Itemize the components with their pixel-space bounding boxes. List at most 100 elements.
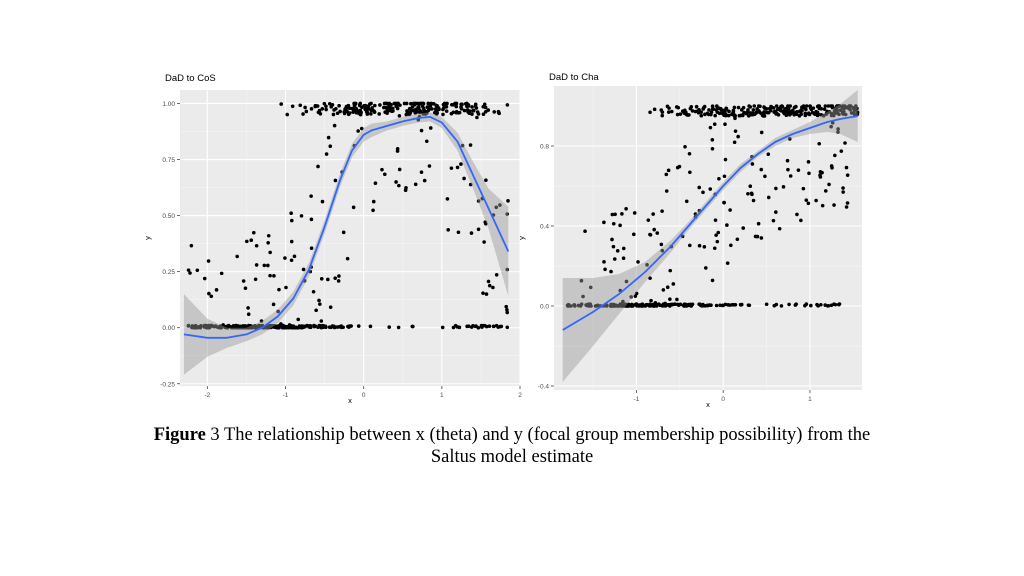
data-point bbox=[822, 107, 827, 111]
data-point bbox=[657, 302, 661, 306]
data-point bbox=[671, 282, 676, 286]
data-point bbox=[774, 210, 778, 214]
data-point bbox=[281, 324, 286, 328]
data-point bbox=[426, 101, 431, 106]
data-point bbox=[331, 112, 336, 117]
data-point bbox=[337, 274, 341, 278]
data-point bbox=[728, 208, 732, 212]
data-point bbox=[314, 308, 318, 313]
data-point bbox=[688, 170, 692, 175]
data-point bbox=[755, 107, 759, 111]
data-point bbox=[341, 325, 345, 330]
data-point bbox=[803, 113, 808, 118]
data-point bbox=[316, 325, 320, 330]
data-point bbox=[213, 324, 218, 328]
data-point bbox=[818, 173, 822, 177]
data-point bbox=[610, 304, 614, 308]
data-point bbox=[434, 106, 438, 111]
data-point bbox=[794, 109, 799, 114]
data-point bbox=[352, 107, 357, 112]
data-point bbox=[482, 240, 486, 244]
data-point bbox=[823, 104, 828, 108]
data-point bbox=[845, 201, 850, 205]
data-point bbox=[710, 146, 715, 151]
data-point bbox=[629, 302, 634, 307]
data-point bbox=[318, 302, 322, 306]
data-point bbox=[453, 101, 457, 106]
data-point bbox=[852, 111, 856, 116]
data-point bbox=[430, 107, 434, 111]
data-point bbox=[481, 112, 486, 117]
data-point bbox=[333, 276, 337, 280]
data-point bbox=[723, 302, 728, 307]
data-point bbox=[694, 104, 699, 109]
data-point bbox=[468, 143, 473, 147]
data-point bbox=[826, 104, 831, 108]
data-point bbox=[483, 105, 488, 110]
data-point bbox=[736, 134, 740, 139]
data-point bbox=[397, 183, 401, 188]
data-point bbox=[716, 230, 721, 235]
data-point bbox=[279, 102, 283, 106]
data-point bbox=[301, 267, 306, 272]
data-point bbox=[797, 114, 802, 118]
data-point bbox=[766, 152, 771, 157]
data-point bbox=[807, 171, 811, 176]
data-point bbox=[328, 144, 333, 149]
data-point bbox=[759, 167, 764, 172]
data-point bbox=[468, 182, 473, 187]
data-point bbox=[787, 137, 792, 141]
data-point bbox=[667, 106, 671, 110]
data-point bbox=[505, 308, 509, 312]
data-point bbox=[262, 263, 267, 268]
data-point bbox=[301, 112, 305, 116]
data-point bbox=[190, 325, 194, 330]
data-point bbox=[449, 103, 454, 107]
data-point bbox=[825, 111, 829, 115]
data-point bbox=[817, 141, 822, 146]
data-point bbox=[370, 106, 374, 110]
data-point bbox=[428, 126, 433, 130]
data-point bbox=[403, 188, 408, 192]
data-point bbox=[612, 257, 617, 261]
data-point bbox=[804, 104, 809, 108]
data-point bbox=[613, 212, 617, 217]
data-point bbox=[611, 222, 616, 226]
data-point bbox=[779, 304, 784, 308]
data-point bbox=[219, 325, 224, 330]
data-point bbox=[396, 325, 401, 330]
data-point bbox=[248, 324, 252, 329]
data-point bbox=[664, 172, 669, 177]
data-point bbox=[647, 304, 652, 308]
data-point bbox=[787, 302, 791, 307]
data-point bbox=[266, 241, 270, 245]
data-point bbox=[330, 102, 335, 107]
data-point bbox=[451, 110, 456, 115]
data-point bbox=[676, 303, 681, 307]
data-point bbox=[699, 110, 704, 114]
data-point bbox=[189, 243, 194, 248]
data-point bbox=[841, 186, 845, 190]
data-point bbox=[780, 104, 785, 109]
data-point bbox=[829, 164, 834, 168]
data-point bbox=[844, 205, 849, 209]
data-point bbox=[351, 205, 356, 210]
data-point bbox=[317, 298, 321, 303]
data-point bbox=[268, 250, 272, 255]
data-point bbox=[454, 104, 459, 109]
data-point bbox=[833, 153, 837, 158]
data-point bbox=[714, 108, 719, 112]
data-point bbox=[499, 324, 504, 329]
data-point bbox=[346, 324, 351, 329]
data-point bbox=[690, 109, 695, 113]
data-point bbox=[443, 101, 448, 106]
data-point bbox=[804, 198, 809, 202]
x-tick-label: 2 bbox=[518, 392, 522, 399]
data-point bbox=[767, 106, 772, 111]
data-point bbox=[815, 111, 819, 116]
data-point bbox=[202, 276, 207, 281]
smooth-line bbox=[183, 116, 510, 339]
data-point bbox=[777, 226, 782, 231]
data-point bbox=[475, 115, 479, 120]
data-point bbox=[814, 198, 818, 203]
